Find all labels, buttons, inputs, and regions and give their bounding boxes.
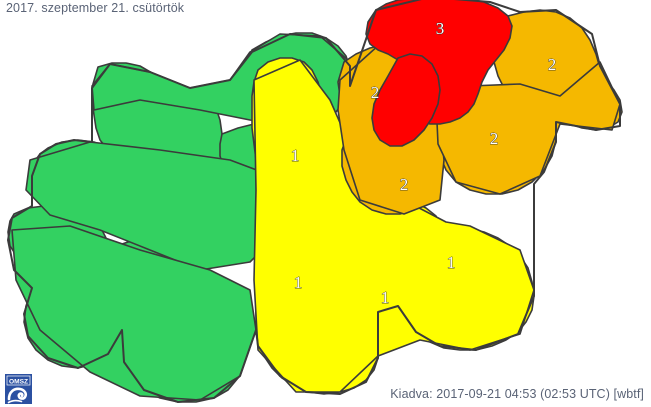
omsz-logo[interactable]: OMSZ [4,373,33,405]
region-orange-filler-east[interactable] [435,61,621,195]
map-date-label: 2017. szeptember 21. csütörtök [6,1,185,15]
level-label-2-heves: 2 [400,175,409,194]
level-label-1-pest: 1 [291,146,300,165]
region-borsod-abauj-zemplen[interactable] [365,0,513,125]
level-label-2-szabolcs: 2 [548,55,557,74]
level-label-1-jasz: 1 [381,288,390,307]
country-border [7,0,621,403]
level-label-2-hajdu: 2 [490,129,499,148]
omsz-logo-textbox [6,375,31,386]
region-borsod-lower-lobe[interactable] [371,53,441,147]
issued-timestamp: Kiadva: 2017-09-21 04:53 (02:53 UTC) [wb… [390,387,644,401]
level-label-3-borsod: 3 [436,19,445,38]
level-label-2-nograd: 2 [371,83,380,102]
omsz-logo-text: OMSZ [9,378,28,385]
omsz-logo-wave-icon [7,387,28,404]
level-label-1-bacs: 1 [294,273,303,292]
level-label-1-csongrad: 1 [447,253,456,272]
